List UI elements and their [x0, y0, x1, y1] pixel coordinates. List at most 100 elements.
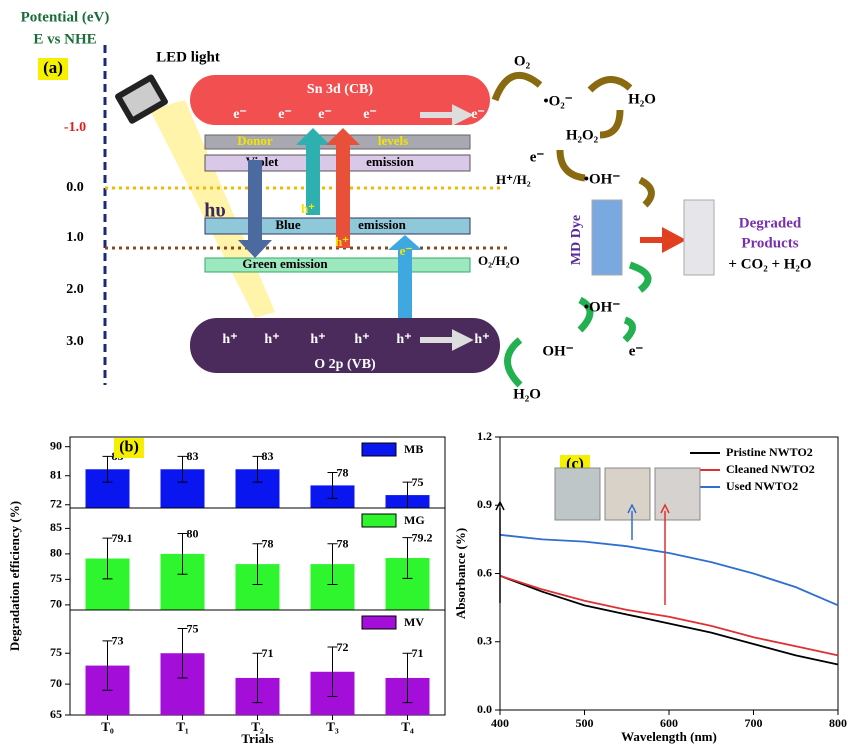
state-label: emission — [358, 217, 406, 232]
species: e⁻ — [629, 343, 644, 359]
product-label: Products — [741, 235, 798, 251]
state-label: Green emission — [242, 256, 328, 271]
y-tick-label: 0.0 — [477, 702, 492, 716]
state-label: Blue — [275, 217, 301, 232]
x-tick-label: T₁ — [176, 719, 189, 734]
redox-label: H⁺/H₂ — [496, 172, 531, 187]
y-tick-label: 75 — [50, 645, 62, 659]
hole: h⁺ — [222, 332, 237, 347]
panel-a: Potential (eV) E vs NHE (a) -1.0 0.0 1.0… — [21, 9, 812, 402]
axis-title: Potential (eV) — [21, 9, 110, 25]
x-tick-label: T₂ — [251, 719, 264, 734]
y-axis-label: Degradation efficiency (%) — [7, 501, 22, 651]
x-tick-label: T₄ — [401, 719, 414, 734]
arrow — [326, 128, 360, 248]
level-label: 1.0 — [66, 230, 84, 245]
y-tick-label: 0.9 — [477, 497, 492, 511]
electron: e⁻ — [363, 107, 377, 122]
electron: e⁻ — [233, 107, 247, 122]
species: H₂O — [513, 386, 541, 402]
legend-label: MB — [404, 442, 423, 456]
legend-label: Pristine NWTO2 — [726, 445, 813, 459]
y-tick-label: 0.6 — [477, 565, 492, 579]
sample-photo — [554, 467, 601, 521]
label-bg — [114, 438, 144, 458]
conduction-band — [190, 75, 490, 125]
line-series — [499, 533, 839, 607]
species: H₂O₂ — [566, 127, 599, 143]
x-tick-label: 500 — [576, 716, 594, 730]
state-label: Donor — [237, 133, 273, 148]
oxidation-arrows — [504, 261, 652, 388]
sample-photo — [654, 467, 701, 521]
band-label: Sn 3d (CB) — [307, 82, 373, 97]
hole: h⁺ — [354, 332, 369, 347]
value-label: 71 — [412, 646, 424, 660]
error-bar — [252, 652, 263, 704]
y-tick-label: 0.3 — [477, 634, 492, 648]
species: OH⁻ — [542, 343, 573, 359]
y-tick-label: 70 — [50, 597, 62, 611]
species: e⁻ — [530, 149, 545, 165]
led-icon — [115, 74, 168, 124]
species: •OH⁻ — [584, 171, 621, 187]
panel-b: Degradation efficiency (%)72819083838378… — [7, 436, 446, 745]
pointer-arrow — [627, 503, 637, 540]
value-label: 73 — [112, 634, 124, 648]
value-label: 72 — [337, 640, 349, 654]
value-label: 78 — [262, 536, 274, 550]
hole: h⁺ — [264, 332, 279, 347]
x-axis-label: Trials — [241, 731, 273, 745]
transition-label: e⁻ — [400, 243, 413, 258]
level-label: 3.0 — [66, 334, 84, 349]
error-bar — [102, 537, 113, 580]
arrow — [238, 160, 272, 258]
legend-label: Cleaned NWTO2 — [726, 462, 815, 476]
label-bg — [38, 58, 68, 80]
y-tick-label: 85 — [50, 520, 62, 534]
y-tick-label: 75 — [50, 571, 62, 585]
x-tick-label: 400 — [491, 716, 509, 730]
dye-vial — [591, 199, 623, 276]
species: •O₂⁻ — [543, 93, 572, 109]
legend-label: MV — [404, 615, 424, 629]
value-label: 79.1 — [112, 531, 133, 545]
value-label: 78 — [337, 536, 349, 550]
product-label: Degraded — [739, 215, 802, 231]
legend-swatch — [361, 513, 397, 528]
redox-label: O₂/H₂O — [478, 253, 520, 268]
y-tick-label: 80 — [50, 546, 62, 560]
error-bar — [177, 628, 188, 679]
error-bar — [252, 455, 263, 483]
panel-label: (a) — [43, 58, 63, 77]
product-label: + CO₂ + H₂O — [728, 256, 811, 272]
x-tick-label: T₀ — [101, 719, 114, 734]
transition-label: h⁺ — [335, 234, 349, 249]
error-bar — [177, 455, 188, 483]
value-label: 78 — [337, 465, 349, 479]
y-tick-label: 90 — [50, 438, 62, 452]
arrow — [296, 128, 330, 215]
pointer-arrow — [660, 503, 670, 605]
level-label: -1.0 — [64, 120, 86, 135]
x-tick-label: 600 — [660, 716, 678, 730]
legend-swatch — [361, 615, 397, 630]
line-series — [499, 574, 839, 657]
y-tick-label: 81 — [50, 467, 62, 481]
value-label: 79.2 — [412, 530, 433, 544]
y-tick-label: 70 — [50, 676, 62, 690]
value-label: 75 — [187, 621, 199, 635]
y-tick-label: 65 — [50, 707, 62, 721]
arrow — [640, 227, 687, 253]
value-label: 80 — [187, 526, 199, 540]
electron: e⁻ — [278, 107, 292, 122]
species: •OH⁻ — [584, 299, 621, 315]
panel-label: (b) — [119, 439, 139, 456]
state-label: emission — [366, 154, 414, 169]
pointer-arrow — [495, 500, 505, 603]
x-axis-label: Wavelength (nm) — [621, 729, 717, 744]
x-tick-label: 700 — [745, 716, 763, 730]
value-label: 83 — [262, 449, 274, 463]
hole: h⁺ — [310, 332, 325, 347]
